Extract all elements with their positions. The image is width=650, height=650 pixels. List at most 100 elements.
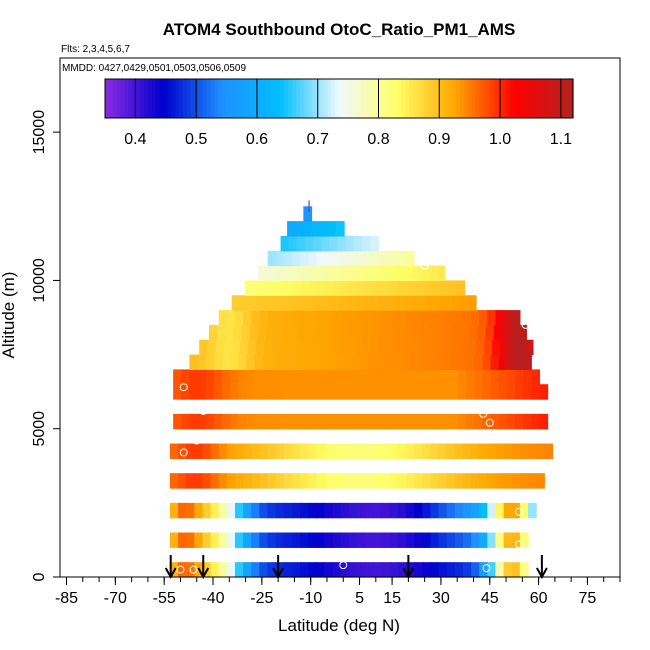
heatmap-cell (495, 443, 505, 459)
colorbar-swatch (467, 79, 473, 118)
heatmap-cell (484, 339, 493, 356)
heatmap-cell (441, 369, 451, 385)
heatmap-cell (178, 562, 187, 578)
heatmap-cell (261, 280, 270, 296)
heatmap-cell (272, 295, 282, 311)
heatmap-cell (202, 473, 212, 489)
heatmap-cell (283, 250, 293, 267)
heatmap-cell (308, 562, 317, 578)
colorbar-swatch (545, 79, 551, 118)
heatmap-cell (324, 443, 334, 459)
heatmap-cell (259, 532, 269, 548)
heatmap-cell (404, 324, 414, 341)
heatmap-cell (511, 532, 521, 548)
heatmap-cell (510, 324, 519, 341)
heatmap-cell (303, 413, 313, 430)
heatmap-cell (293, 280, 303, 296)
heatmap-cell (169, 502, 179, 519)
heatmap-cell (319, 369, 329, 385)
heatmap-cells (169, 200, 554, 578)
heatmap-cell (303, 384, 313, 400)
colorbar-swatch (183, 79, 188, 118)
heatmap-cell (370, 339, 379, 356)
heatmap-cell (298, 265, 308, 282)
heatmap-cell (467, 339, 477, 356)
heatmap-cell (197, 354, 207, 370)
colorbar-swatch (565, 79, 570, 118)
colorbar-swatch (268, 79, 274, 118)
heatmap-cell (498, 384, 508, 400)
heatmap-cell (503, 310, 513, 326)
heatmap-cell (186, 443, 195, 459)
heatmap-cell (389, 443, 399, 459)
heatmap-cell (352, 354, 361, 370)
heatmap-cell (490, 384, 500, 400)
heatmap-cell (311, 354, 321, 370)
heatmap-cell (446, 502, 456, 519)
heatmap-cell (409, 384, 418, 400)
heatmap-cell (422, 443, 431, 459)
colorbar-swatch (420, 79, 426, 118)
heatmap-cell (264, 295, 274, 311)
heatmap-cell (305, 235, 314, 252)
colorbar-swatch (257, 79, 262, 118)
sample-point (479, 409, 488, 418)
colorbar-swatch (432, 79, 438, 118)
heatmap-cell (454, 562, 464, 578)
heatmap-cell (189, 369, 199, 385)
heatmap-cell (348, 532, 358, 548)
heatmap-cell (324, 532, 334, 548)
heatmap-cell (430, 502, 440, 519)
colorbar-frame (104, 78, 574, 119)
x-tick-label: -10 (299, 590, 322, 607)
heatmap-cell (339, 265, 348, 282)
heatmap-cell (210, 532, 220, 548)
colorbar-tick-label: 0.5 (185, 131, 207, 148)
heatmap-cell (506, 384, 516, 400)
heatmap-cell (474, 413, 484, 430)
heatmap-cell (511, 473, 521, 489)
heatmap-cell (430, 473, 440, 489)
colorbar-swatch (128, 79, 133, 118)
heatmap-cell (254, 384, 264, 400)
colorbar-swatch (264, 79, 270, 118)
heatmap-cell (319, 354, 329, 370)
heatmap-cell (458, 413, 467, 430)
heatmap-cell (412, 265, 422, 282)
heatmap-cell (243, 562, 252, 578)
heatmap-cell (275, 562, 285, 578)
heatmap-cell (401, 369, 410, 385)
heatmap-cell (358, 280, 368, 296)
heatmap-cell (169, 443, 179, 459)
heatmap-cell (363, 265, 373, 282)
heatmap-cell (438, 473, 448, 489)
colorbar-swatch (530, 79, 535, 118)
colorbar-swatch (370, 79, 375, 118)
colorbar-swatch (331, 79, 336, 118)
colorbar-tick-label: 1.0 (489, 131, 511, 148)
colorbar-swatch (378, 79, 383, 118)
heatmap-cell (414, 532, 423, 548)
colorbar-swatch (288, 79, 293, 118)
heatmap-cell (280, 295, 290, 311)
colorbar-swatch (362, 79, 367, 118)
heatmap-cell (389, 562, 399, 578)
heatmap-cell (223, 339, 233, 356)
heatmap-cell (430, 532, 440, 548)
heatmap-cell (365, 562, 374, 578)
colorbar-swatch (397, 79, 402, 118)
heatmap-cell (417, 384, 427, 400)
heatmap-cell (210, 502, 220, 519)
heatmap-cell (337, 235, 347, 252)
heatmap-cell (238, 354, 247, 370)
colorbar-swatch (159, 79, 165, 118)
heatmap-cell (451, 295, 461, 311)
heatmap-cell (327, 384, 337, 400)
heatmap-cell (246, 369, 256, 385)
heatmap-cell (389, 532, 399, 548)
heatmap-cell (420, 265, 430, 282)
heatmap-cell (479, 443, 488, 459)
heatmap-cell (365, 473, 374, 489)
heatmap-cell (265, 324, 275, 341)
heatmap-cell (298, 324, 308, 341)
